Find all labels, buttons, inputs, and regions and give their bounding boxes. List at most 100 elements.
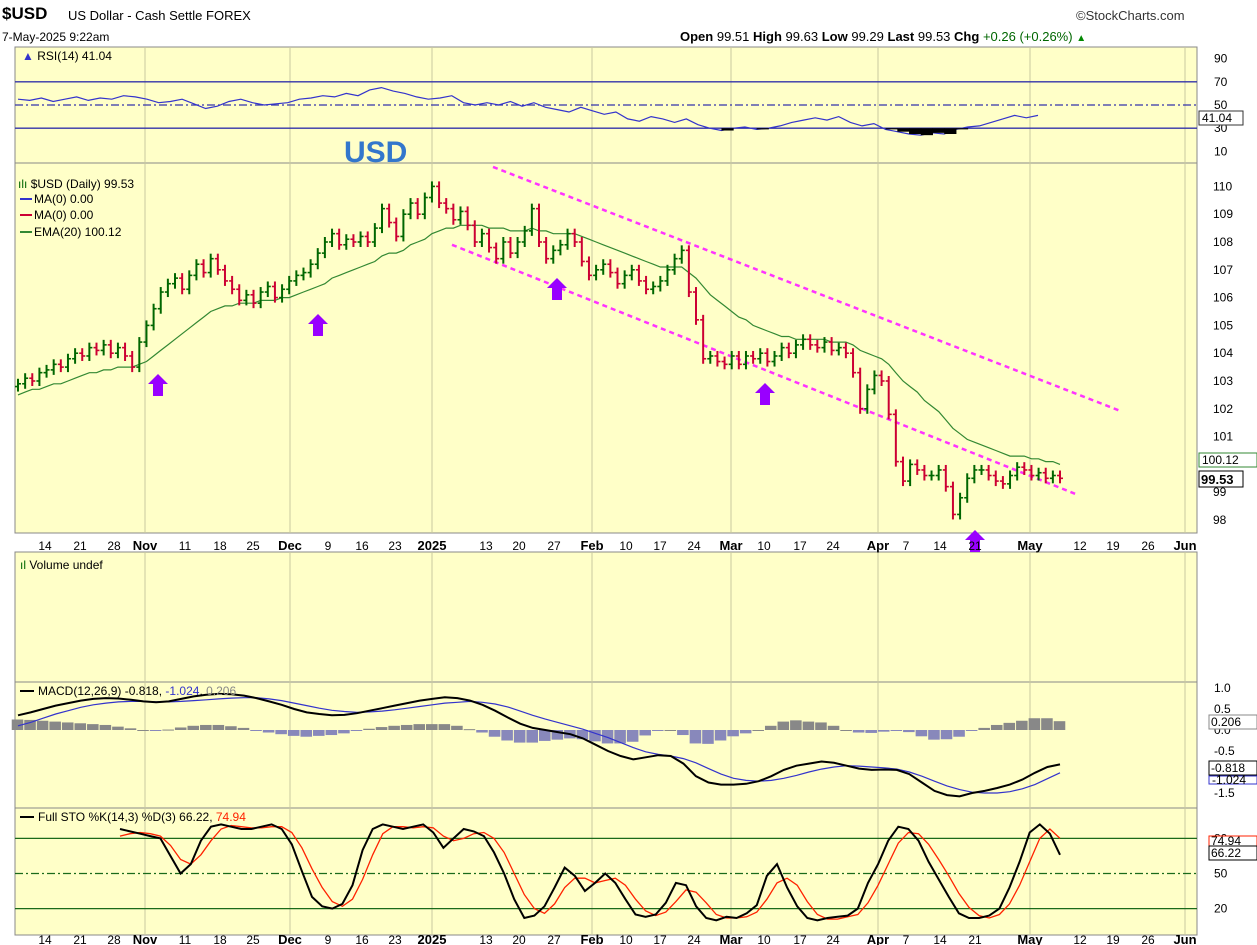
rsi-y-tick: 50 — [1214, 98, 1228, 112]
symbol-name: US Dollar - Cash Settle FOREX — [68, 8, 251, 23]
price-legend-icon: ılı — [18, 177, 27, 191]
sto-y-tick: 20 — [1214, 902, 1228, 916]
macd-last-box: -0.818 — [1208, 760, 1257, 776]
rsi-last-box: 41.04 — [1198, 110, 1244, 126]
macd-histogram-bar — [11, 719, 24, 730]
x-tick-label-bottom: 27 — [547, 933, 561, 945]
macd-histogram-bar — [325, 730, 338, 736]
macd-histogram-bar — [1028, 718, 1041, 730]
macd-hist-last-box: 0.206 — [1208, 714, 1257, 730]
macd-histogram-bar — [702, 730, 714, 744]
price-y-tick: 99 — [1213, 485, 1227, 499]
price-y-tick: 110 — [1213, 179, 1232, 193]
up-arrow-icon — [755, 383, 775, 405]
x-tick-label-bottom: Mar — [719, 932, 742, 945]
volume-panel — [14, 551, 1198, 683]
x-tick-label: 7 — [903, 539, 910, 553]
x-tick-label-bottom: 17 — [793, 933, 807, 945]
datetime-label: 7-May-2025 9:22am — [2, 30, 110, 44]
x-tick-label-bottom: 24 — [826, 933, 840, 945]
rsi-oversold-fill — [756, 128, 769, 130]
macd-histogram-bar — [664, 730, 677, 731]
macd-histogram-bar — [714, 730, 727, 741]
rsi-legend-icon: ▲ — [22, 49, 34, 63]
x-tick-label-bottom: 20 — [512, 933, 526, 945]
macd-histogram-bar — [852, 730, 865, 733]
macd-histogram-bar — [74, 723, 87, 730]
x-tick-label-bottom: May — [1017, 932, 1043, 945]
x-tick-label-bottom: 14 — [38, 933, 52, 945]
x-tick-label-bottom: Nov — [133, 932, 158, 945]
macd-histogram-bar — [36, 720, 49, 730]
rsi-layer — [15, 81, 1197, 136]
svg-text:0.206: 0.206 — [1211, 715, 1241, 729]
rsi-legend: ▲ RSI(14) 41.04 — [22, 49, 112, 63]
x-tick-label-bottom: 18 — [213, 933, 227, 945]
macd-histogram-bar — [225, 726, 237, 730]
up-arrow-icon — [547, 278, 567, 300]
macd-y-tick: 0.5 — [1214, 702, 1231, 716]
x-tick-label: Jun — [1173, 538, 1196, 553]
price-y-tick: 101 — [1213, 430, 1233, 444]
macd-histogram-bar — [689, 730, 702, 744]
x-tick-label: 18 — [213, 539, 227, 553]
x-tick-label: 17 — [793, 539, 807, 553]
rsi-oversold-fill — [885, 128, 898, 130]
macd-histogram-bar — [827, 725, 840, 730]
x-tick-label: 12 — [1073, 539, 1087, 553]
svg-text:66.22: 66.22 — [1211, 846, 1241, 860]
macd-histogram-bar — [250, 730, 262, 731]
ohlc-readout: Open 99.51 High 99.63 Low 99.29 Last 99.… — [680, 29, 1087, 44]
sto-k-last-box: 66.22 — [1208, 845, 1257, 861]
x-tick-label-bottom: Dec — [278, 932, 302, 945]
x-tick-label: 2025 — [418, 538, 447, 553]
axis-labels: 141421212828NovNov111118182525DecDec9916… — [38, 52, 1235, 945]
macd-histogram-bar — [915, 730, 928, 737]
macd-histogram-bar — [1003, 722, 1016, 730]
x-tick-label-bottom: Apr — [867, 932, 889, 945]
price-legend: ılı $USD (Daily) 99.53 MA(0) 0.00 MA(0) … — [18, 177, 134, 239]
ma-legend-1: MA(0) 0.00 — [34, 192, 94, 206]
macd-histogram-bar — [413, 724, 426, 730]
macd-histogram-bar — [350, 730, 363, 731]
volume-icon: ıl — [20, 558, 26, 572]
macd-histogram-bar — [752, 730, 764, 731]
rsi-oversold-fill — [920, 128, 933, 136]
volume-legend: ıl Volume undef — [20, 558, 103, 572]
svg-text:99.53: 99.53 — [1201, 472, 1234, 487]
macd-histogram-bar — [300, 730, 313, 737]
x-tick-label: Dec — [278, 538, 302, 553]
price-y-tick: 107 — [1213, 263, 1233, 277]
x-tick-label: 11 — [179, 539, 192, 553]
x-tick-label: 27 — [547, 539, 561, 553]
macd-histogram-bar — [1041, 718, 1053, 730]
macd-histogram-bar — [614, 730, 626, 744]
macd-layer — [11, 692, 1066, 798]
macd-histogram-bar — [953, 730, 965, 737]
macd-histogram-bar — [764, 725, 777, 730]
macd-histogram-bar — [865, 730, 877, 733]
sto-k-line — [119, 823, 1061, 922]
macd-histogram-bar — [1016, 720, 1028, 730]
macd-histogram-bar — [940, 730, 953, 740]
x-tick-label-bottom: 12 — [1073, 933, 1087, 945]
macd-histogram-bar — [877, 730, 890, 732]
grid-lines — [144, 47, 1186, 935]
macd-histogram-bar — [463, 729, 476, 731]
macd-histogram-bar — [187, 725, 200, 730]
x-tick-label: Apr — [867, 538, 889, 553]
macd-histogram-bar — [275, 730, 287, 735]
x-tick-label-bottom: 23 — [388, 933, 402, 945]
macd-histogram-bar — [426, 724, 438, 730]
macd-histogram-bar — [112, 726, 124, 730]
sto-layer — [15, 823, 1197, 922]
price-y-tick: 102 — [1213, 402, 1233, 416]
macd-histogram-bar — [903, 730, 915, 733]
x-tick-label: May — [1017, 538, 1043, 553]
macd-histogram-bar — [476, 730, 488, 733]
macd-histogram-bar — [526, 730, 538, 743]
x-tick-label: 17 — [653, 539, 667, 553]
rsi-oversold-fill — [932, 128, 945, 133]
x-tick-label: Mar — [719, 538, 742, 553]
